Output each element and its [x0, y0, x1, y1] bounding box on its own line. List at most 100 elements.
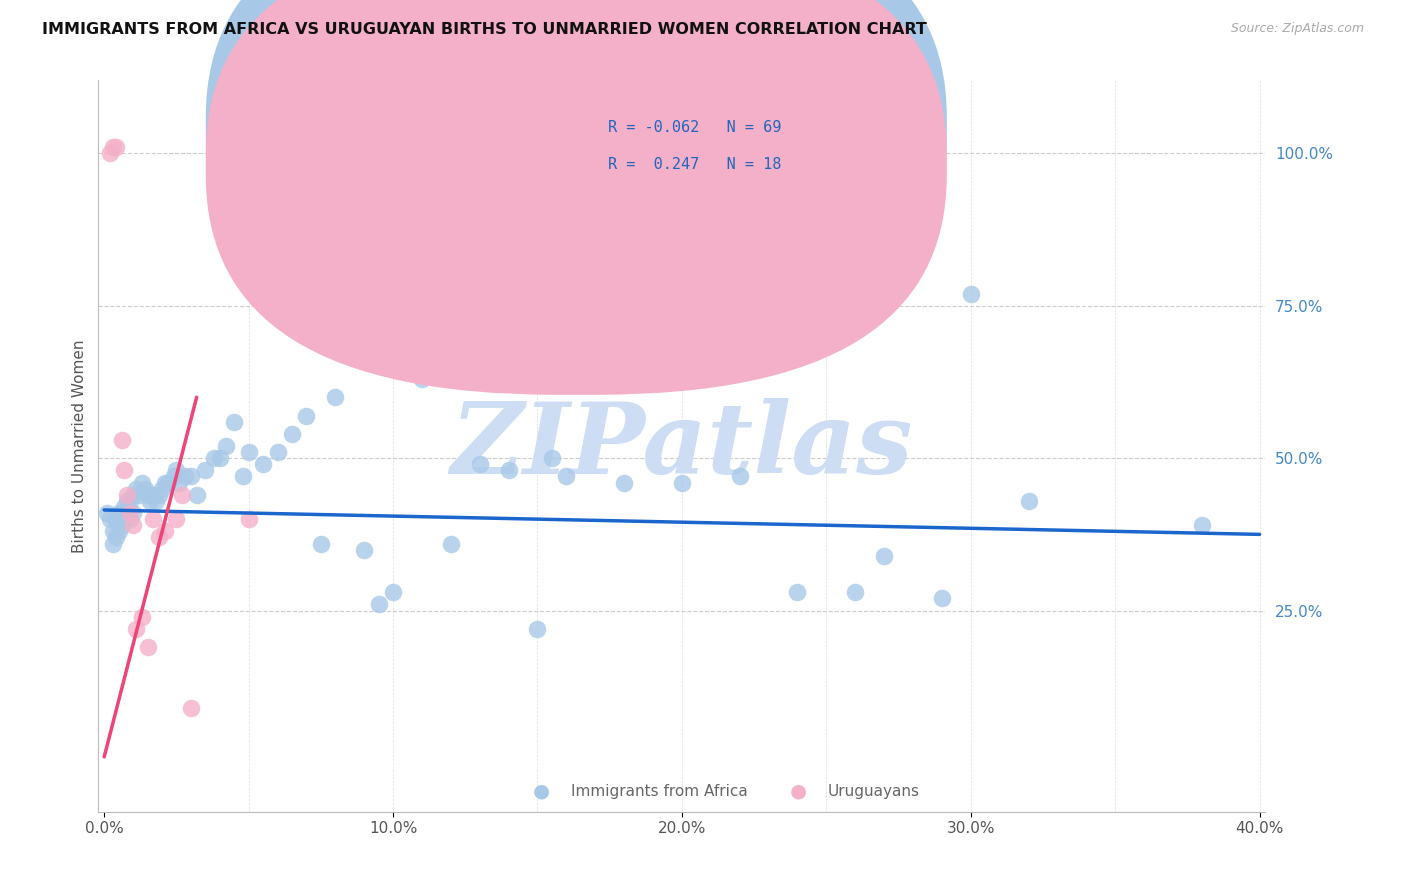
Point — [186, 488, 208, 502]
Point — [148, 530, 170, 544]
Point — [844, 585, 866, 599]
Point — [232, 469, 254, 483]
Point — [172, 488, 194, 502]
Text: Immigrants from Africa: Immigrants from Africa — [571, 784, 748, 798]
Point — [382, 585, 405, 599]
Point — [180, 701, 202, 715]
FancyBboxPatch shape — [530, 95, 858, 204]
Point — [1191, 518, 1213, 533]
Point — [122, 518, 145, 533]
Point — [238, 445, 260, 459]
Text: R = -0.062   N = 69: R = -0.062 N = 69 — [609, 120, 782, 136]
Text: IMMIGRANTS FROM AFRICA VS URUGUAYAN BIRTHS TO UNMARRIED WOMEN CORRELATION CHART: IMMIGRANTS FROM AFRICA VS URUGUAYAN BIRT… — [42, 22, 927, 37]
Point — [162, 469, 184, 483]
Point — [117, 494, 139, 508]
Point — [728, 469, 751, 483]
Point — [112, 463, 135, 477]
Point — [104, 140, 127, 154]
Point — [202, 451, 225, 466]
Point — [873, 549, 896, 563]
Text: ●: ● — [533, 781, 550, 801]
Point — [98, 512, 121, 526]
Text: ●: ● — [790, 781, 807, 801]
Point — [786, 585, 808, 599]
Point — [309, 536, 332, 550]
Point — [214, 439, 236, 453]
Point — [120, 512, 142, 526]
Point — [120, 506, 142, 520]
Point — [142, 488, 165, 502]
Point — [367, 598, 389, 612]
Point — [169, 475, 191, 490]
Point — [180, 469, 202, 483]
Point — [959, 286, 981, 301]
Point — [96, 506, 118, 520]
Point — [165, 463, 187, 477]
Point — [498, 463, 520, 477]
Point — [156, 475, 179, 490]
Point — [128, 488, 150, 502]
Point — [613, 475, 636, 490]
Point — [110, 518, 132, 533]
Point — [148, 488, 170, 502]
Point — [145, 494, 167, 508]
Point — [541, 451, 564, 466]
Point — [101, 536, 124, 550]
Point — [671, 475, 693, 490]
Text: Uruguayans: Uruguayans — [828, 784, 920, 798]
Point — [107, 506, 129, 520]
Point — [136, 488, 159, 502]
Point — [125, 622, 148, 636]
Text: R =  0.247   N = 18: R = 0.247 N = 18 — [609, 157, 782, 172]
Point — [117, 506, 139, 520]
Point — [122, 488, 145, 502]
Point — [266, 445, 288, 459]
Point — [125, 482, 148, 496]
Point — [323, 390, 346, 404]
Point — [555, 469, 578, 483]
Point — [353, 542, 375, 557]
Point — [142, 512, 165, 526]
Point — [107, 524, 129, 539]
Point — [174, 469, 197, 483]
Point — [252, 458, 274, 472]
Point — [931, 591, 953, 606]
Point — [122, 506, 145, 520]
Point — [526, 622, 548, 636]
Point — [101, 524, 124, 539]
Point — [224, 415, 246, 429]
Point — [110, 506, 132, 520]
Point — [104, 512, 127, 526]
Point — [112, 512, 135, 526]
Point — [1018, 494, 1040, 508]
Point — [117, 488, 139, 502]
Point — [134, 482, 156, 496]
Point — [120, 494, 142, 508]
Text: Source: ZipAtlas.com: Source: ZipAtlas.com — [1230, 22, 1364, 36]
FancyBboxPatch shape — [205, 0, 946, 395]
Point — [131, 475, 153, 490]
Point — [440, 536, 463, 550]
Point — [136, 640, 159, 655]
Point — [165, 512, 187, 526]
Point — [411, 372, 433, 386]
Y-axis label: Births to Unmarried Women: Births to Unmarried Women — [72, 339, 87, 553]
Text: ZIPatlas: ZIPatlas — [451, 398, 912, 494]
Point — [101, 140, 124, 154]
Point — [238, 512, 260, 526]
FancyBboxPatch shape — [205, 0, 946, 359]
Point — [104, 530, 127, 544]
Point — [153, 524, 176, 539]
Point — [110, 433, 132, 447]
Point — [208, 451, 231, 466]
Point — [131, 609, 153, 624]
Point — [150, 482, 173, 496]
Point — [281, 426, 304, 441]
Point — [112, 500, 135, 514]
Point — [194, 463, 217, 477]
Point — [98, 146, 121, 161]
Point — [468, 458, 491, 472]
Point — [153, 475, 176, 490]
Point — [139, 494, 162, 508]
Point — [295, 409, 318, 423]
